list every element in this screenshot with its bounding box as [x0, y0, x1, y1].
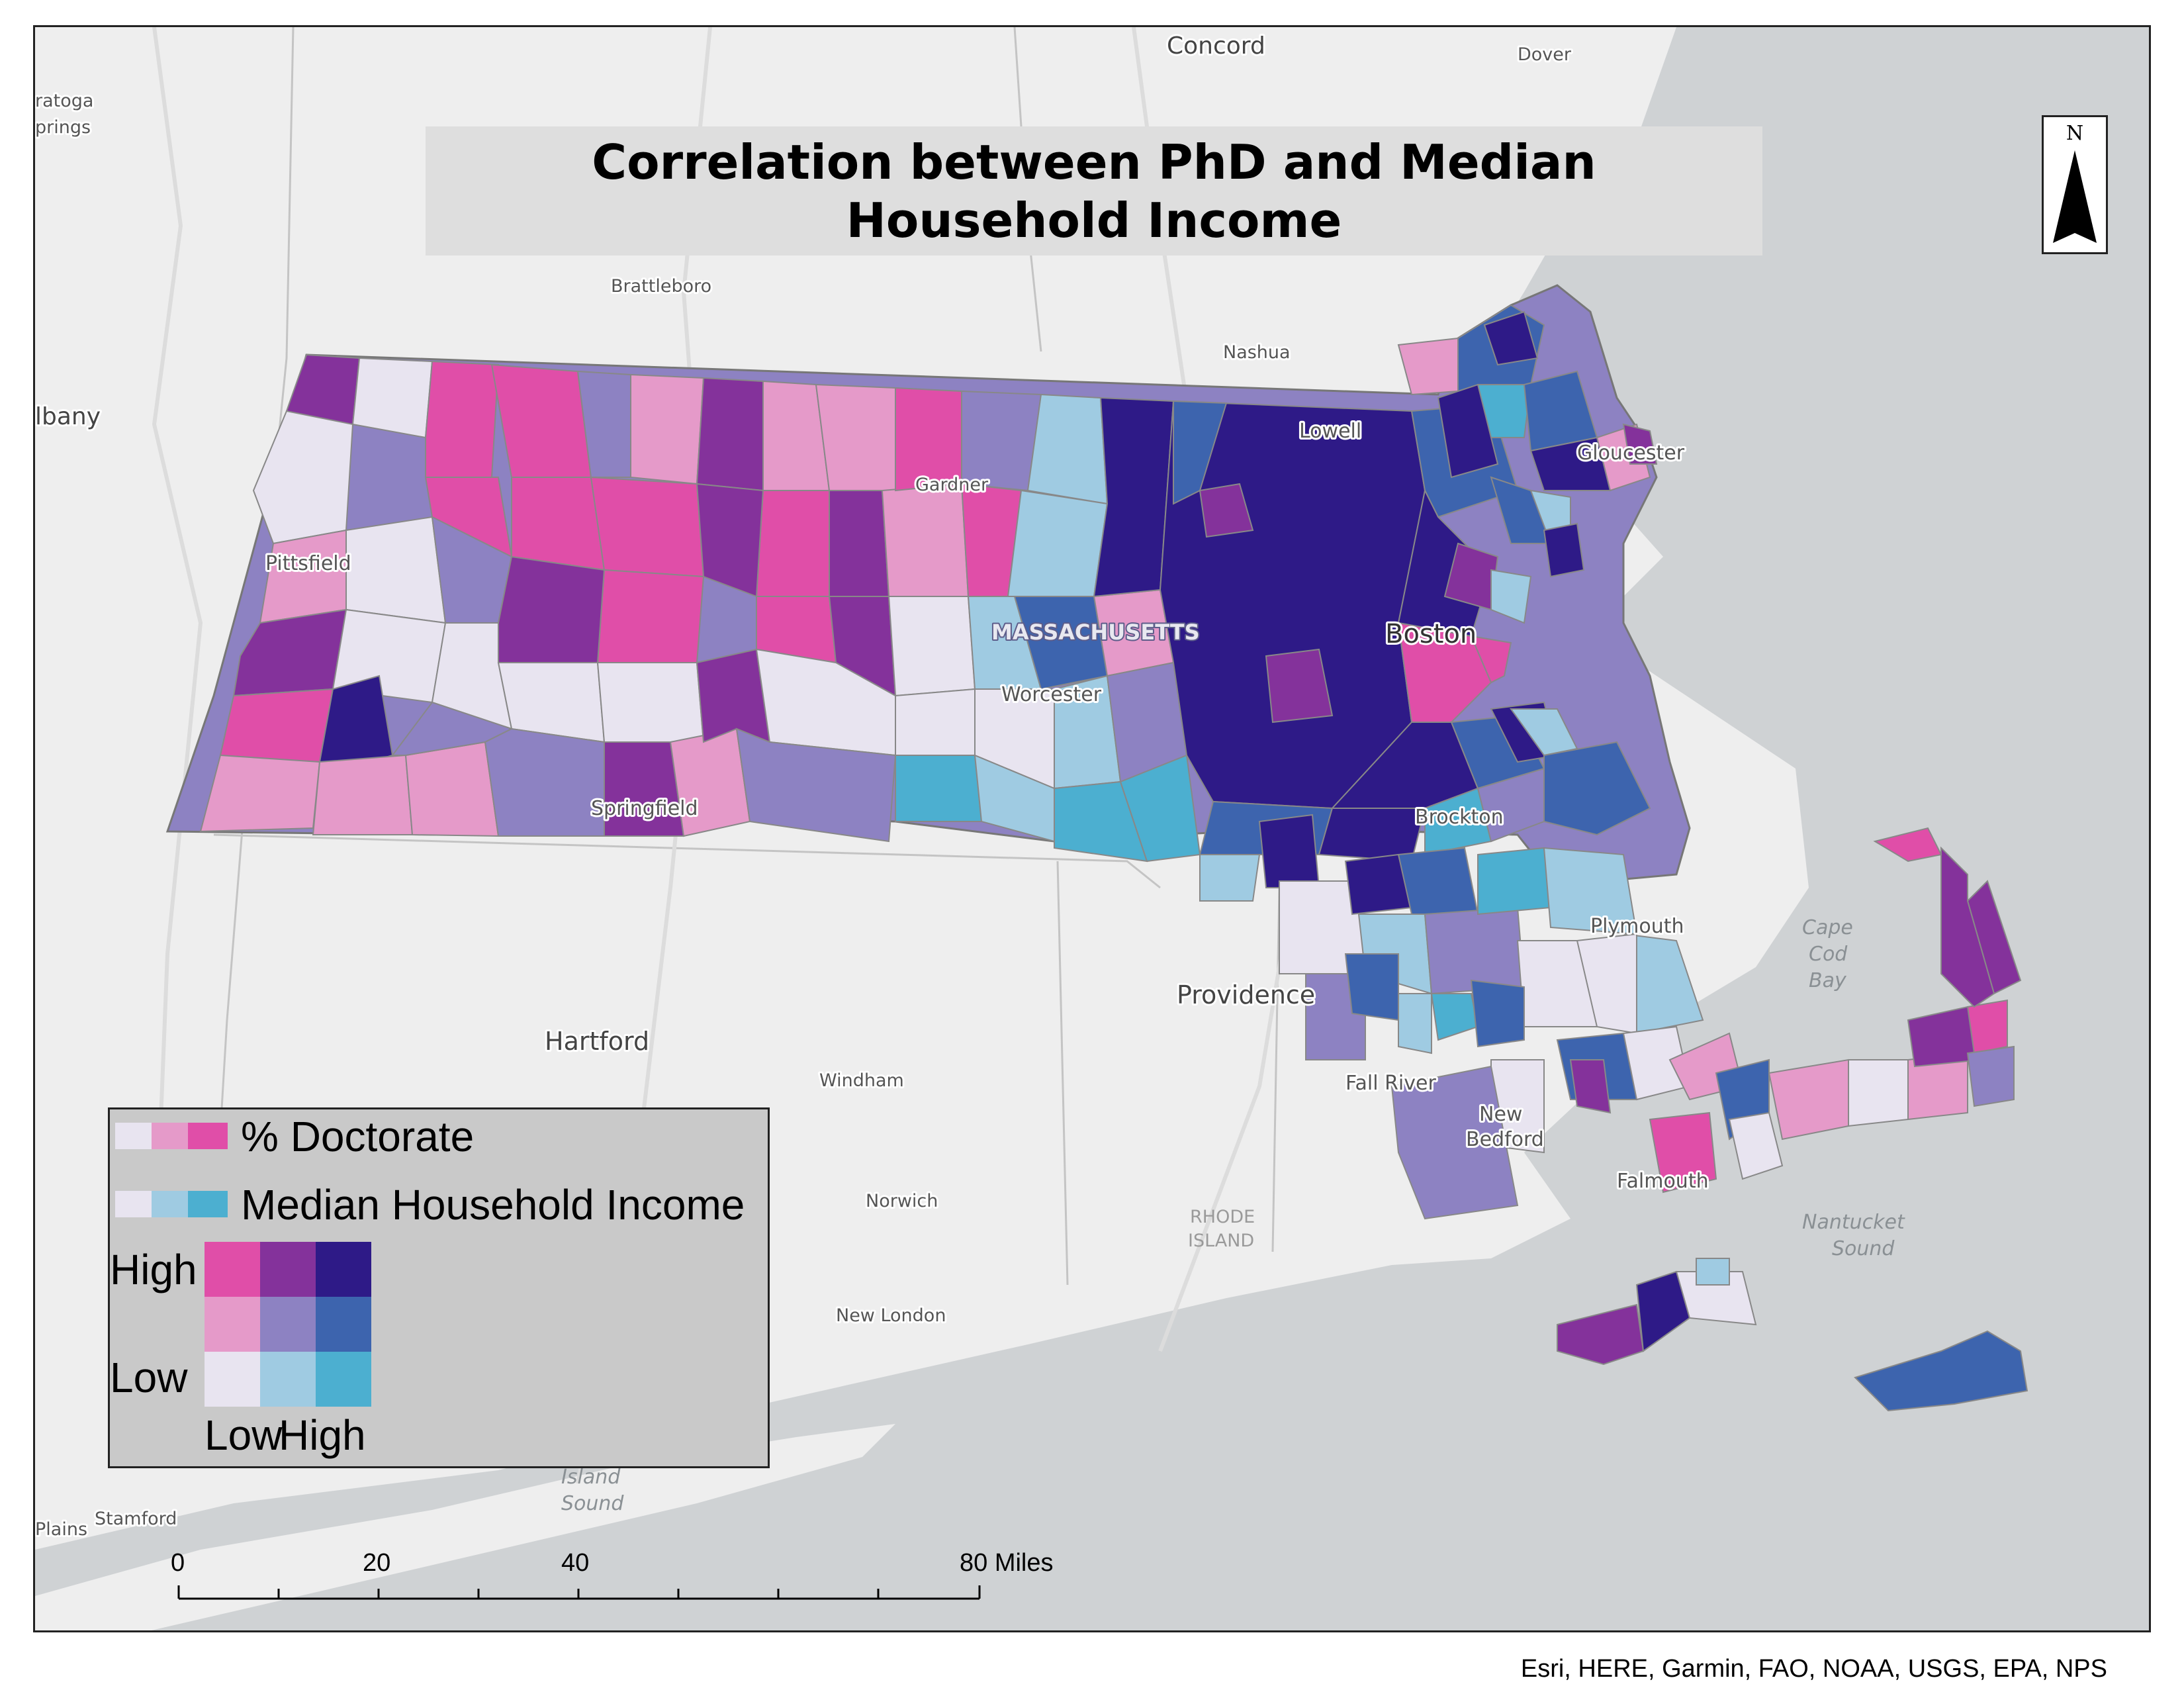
north-arrow: N	[2042, 115, 2108, 254]
income-swatch-3	[188, 1191, 228, 1217]
scale-tick-40: 40	[561, 1549, 590, 1577]
label-island: ISLAND	[1188, 1231, 1254, 1251]
scale-bar-graphic	[177, 1585, 981, 1600]
bivariate-cell	[260, 1352, 316, 1407]
north-arrow-icon: N	[2053, 122, 2097, 243]
attribution: Esri, HERE, Garmin, FAO, NOAA, USGS, EPA…	[1520, 1655, 2107, 1683]
doctorate-swatch-3	[188, 1123, 228, 1149]
legend-low-label: Low	[110, 1354, 188, 1401]
map-title: Correlation between PhD and Median House…	[592, 134, 1596, 248]
bivariate-cell	[205, 1352, 260, 1407]
label-stamford: Stamford	[95, 1509, 177, 1529]
legend-x-low-label: Low	[205, 1411, 283, 1459]
label-albany: lbany	[35, 403, 101, 430]
legend-x-high-label: High	[279, 1411, 366, 1459]
legend-income-label: Median Household Income	[241, 1181, 745, 1229]
label-springfield: Springfield	[591, 797, 698, 820]
label-new: New	[1479, 1103, 1522, 1126]
label-brockton: Brockton	[1415, 806, 1504, 829]
map-title-box: Correlation between PhD and Median House…	[426, 126, 1762, 256]
label-long-island-sound: Sound	[561, 1492, 624, 1515]
label-cape: Cape	[1802, 916, 1853, 939]
label-falmouth: Falmouth	[1617, 1170, 1709, 1193]
long-island	[35, 1424, 895, 1630]
bivariate-grid	[205, 1242, 371, 1407]
label-rhode: RHODE	[1190, 1207, 1255, 1227]
label-bedford: Bedford	[1466, 1128, 1544, 1151]
label-nantucket: Nantucket	[1802, 1211, 1905, 1234]
label-boston: Boston	[1385, 619, 1477, 649]
label-fall-river: Fall River	[1345, 1072, 1436, 1095]
scale-tick-0: 0	[171, 1549, 185, 1577]
nantucket	[1854, 1330, 2028, 1412]
legend: % Doctorate Median Household Income High…	[108, 1107, 770, 1468]
scale-bar: 0 20 40 80 Miles	[146, 1549, 1072, 1622]
label-providence: Providence	[1177, 980, 1315, 1009]
map-canvas[interactable]: Concord Dover ratoga prings lbany Brattl…	[35, 27, 2151, 1632]
income-swatch-1	[115, 1191, 152, 1217]
label-bay: Bay	[1809, 969, 1847, 992]
scale-tick-20: 20	[363, 1549, 391, 1577]
label-saratoga: ratoga	[35, 91, 93, 111]
place-labels: Concord Dover ratoga prings lbany Brattl…	[35, 30, 1905, 1542]
label-pittsfield: Pittsfield	[265, 552, 351, 575]
label-new-london: New London	[836, 1305, 946, 1326]
label-hartford: Hartford	[545, 1027, 649, 1056]
label-plymouth: Plymouth	[1590, 915, 1684, 938]
legend-doctorate-label: % Doctorate	[241, 1113, 475, 1160]
label-dover: Dover	[1518, 44, 1572, 65]
bivariate-cell	[260, 1242, 316, 1297]
doctorate-swatch-2	[152, 1123, 188, 1149]
label-nantucket-sound: Sound	[1832, 1237, 1895, 1260]
label-concord: Concord	[1167, 32, 1265, 60]
label-worcester: Worcester	[1001, 683, 1102, 706]
label-brattleboro: Brattleboro	[611, 276, 711, 297]
label-springs: prings	[35, 117, 91, 138]
label-gloucester: Gloucester	[1577, 442, 1685, 465]
label-lowell: Lowell	[1299, 420, 1361, 443]
doctorate-swatch-1	[115, 1123, 152, 1149]
bivariate-cell	[316, 1352, 371, 1407]
north-letter: N	[2066, 122, 2083, 145]
legend-high-label: High	[110, 1246, 197, 1293]
label-norwich: Norwich	[866, 1191, 938, 1211]
income-swatch-2	[152, 1191, 188, 1217]
label-plains: Plains	[35, 1519, 87, 1540]
label-gardner: Gardner	[915, 475, 989, 495]
label-nashua: Nashua	[1223, 342, 1291, 363]
town-polygons	[199, 304, 2022, 1220]
label-windham: Windham	[819, 1070, 904, 1091]
label-long-island: Island	[561, 1466, 621, 1489]
map-frame[interactable]: Concord Dover ratoga prings lbany Brattl…	[33, 25, 2151, 1632]
label-massachusetts: MASSACHUSETTS	[991, 620, 1200, 645]
bivariate-cell	[316, 1242, 371, 1297]
bivariate-cell	[205, 1242, 260, 1297]
bivariate-cell	[316, 1297, 371, 1352]
bivariate-cell	[260, 1297, 316, 1352]
scale-end-label: 80 Miles	[960, 1549, 1054, 1577]
bivariate-cell	[205, 1297, 260, 1352]
marthas-vineyard	[1557, 1258, 1757, 1366]
label-cod: Cod	[1809, 943, 1848, 966]
